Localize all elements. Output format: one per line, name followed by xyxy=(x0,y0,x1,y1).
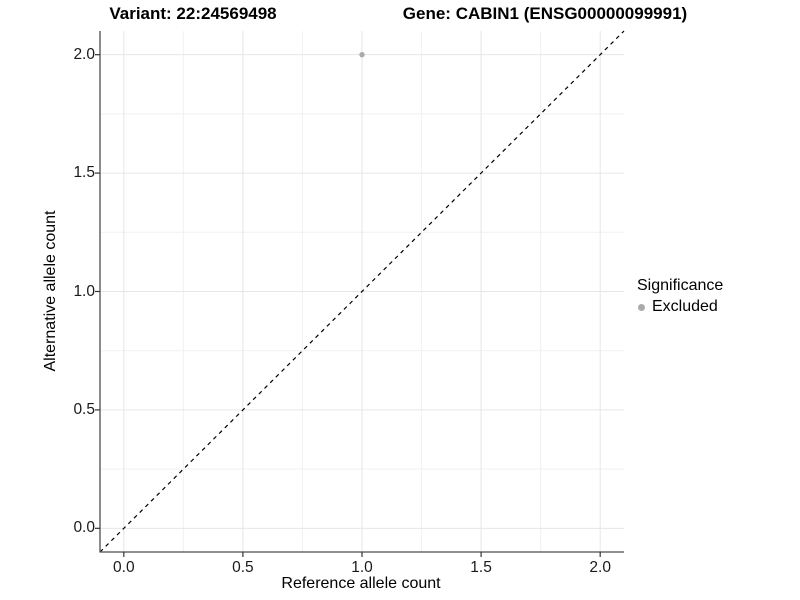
identity-reference-line xyxy=(99,30,625,553)
x-tick-label: 1.5 xyxy=(470,559,492,576)
x-tick-label: 2.0 xyxy=(589,559,611,576)
legend-item-label: Excluded xyxy=(652,298,718,315)
y-tick-label: 1.0 xyxy=(73,282,95,300)
legend: Significance Excluded xyxy=(637,277,723,316)
x-tick-label: 0.0 xyxy=(113,559,135,576)
variant-title: Variant: 22:24569498 xyxy=(109,4,277,23)
data-point xyxy=(359,51,365,58)
y-tick-label: 0.0 xyxy=(73,519,95,537)
gene-title: Gene: CABIN1 (ENSG00000099991) xyxy=(402,4,688,23)
legend-item-excluded: Excluded xyxy=(637,298,723,316)
x-tick-label: 0.5 xyxy=(232,559,254,576)
excluded-marker-icon xyxy=(638,303,645,311)
legend-title: Significance xyxy=(637,277,724,294)
y-tick-label: 0.5 xyxy=(73,400,95,418)
x-tick-label: 1.0 xyxy=(351,559,373,576)
y-tick-label: 1.5 xyxy=(73,164,95,182)
y-axis-title: Alternative allele count xyxy=(42,210,59,372)
y-tick-label: 2.0 xyxy=(73,45,95,63)
x-axis-title: Reference allele count xyxy=(281,575,441,592)
